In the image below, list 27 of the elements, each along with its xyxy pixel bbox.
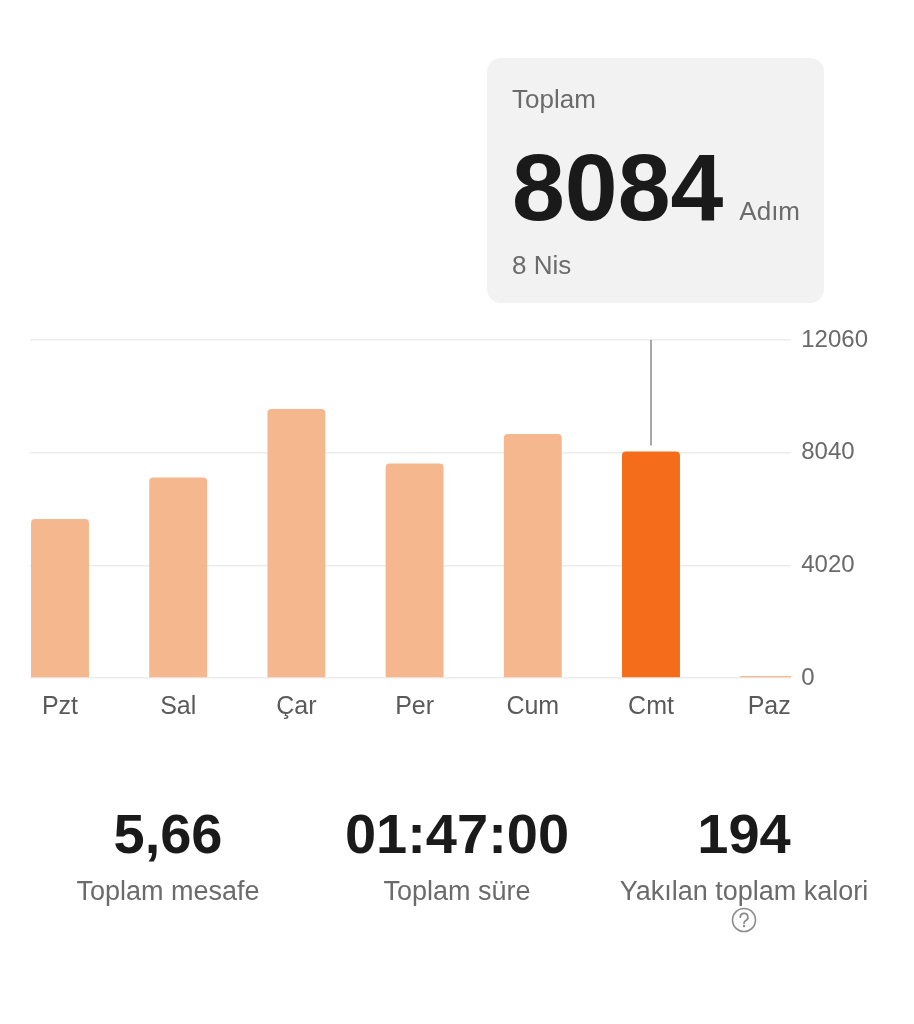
bar [149, 477, 208, 678]
y-tick-label: 8040 [801, 437, 855, 465]
annotation: 8084 [512, 134, 724, 240]
x-tick-label: Paz [747, 690, 791, 719]
text: Toplam süre [383, 876, 531, 906]
x-tick-label: Sal [160, 690, 197, 719]
text: 8 Nis [512, 250, 572, 280]
bar [267, 408, 326, 678]
text: 01:47:00 [344, 802, 570, 865]
x-tick-label: Cum [506, 690, 560, 719]
bar [385, 463, 444, 678]
text: Toplam mesafe [76, 876, 260, 906]
text: Adım [739, 196, 801, 226]
text: Yakılan toplam kalori [619, 876, 869, 906]
y-tick-label: 4020 [801, 549, 855, 577]
text: 194 [697, 802, 791, 865]
x-tick-label: Pzt [41, 690, 79, 719]
y-tick-label: 0 [801, 662, 815, 690]
bar [31, 519, 89, 678]
bar [503, 433, 562, 678]
x-tick-label: Per [395, 690, 435, 719]
text: 5,66 [113, 802, 223, 865]
text: Toplam [512, 84, 596, 114]
y-tick-label: 12060 [801, 324, 869, 352]
x-tick-label: Cmt [628, 690, 674, 719]
bar [622, 451, 680, 678]
x-tick-label: Çar [276, 690, 317, 719]
